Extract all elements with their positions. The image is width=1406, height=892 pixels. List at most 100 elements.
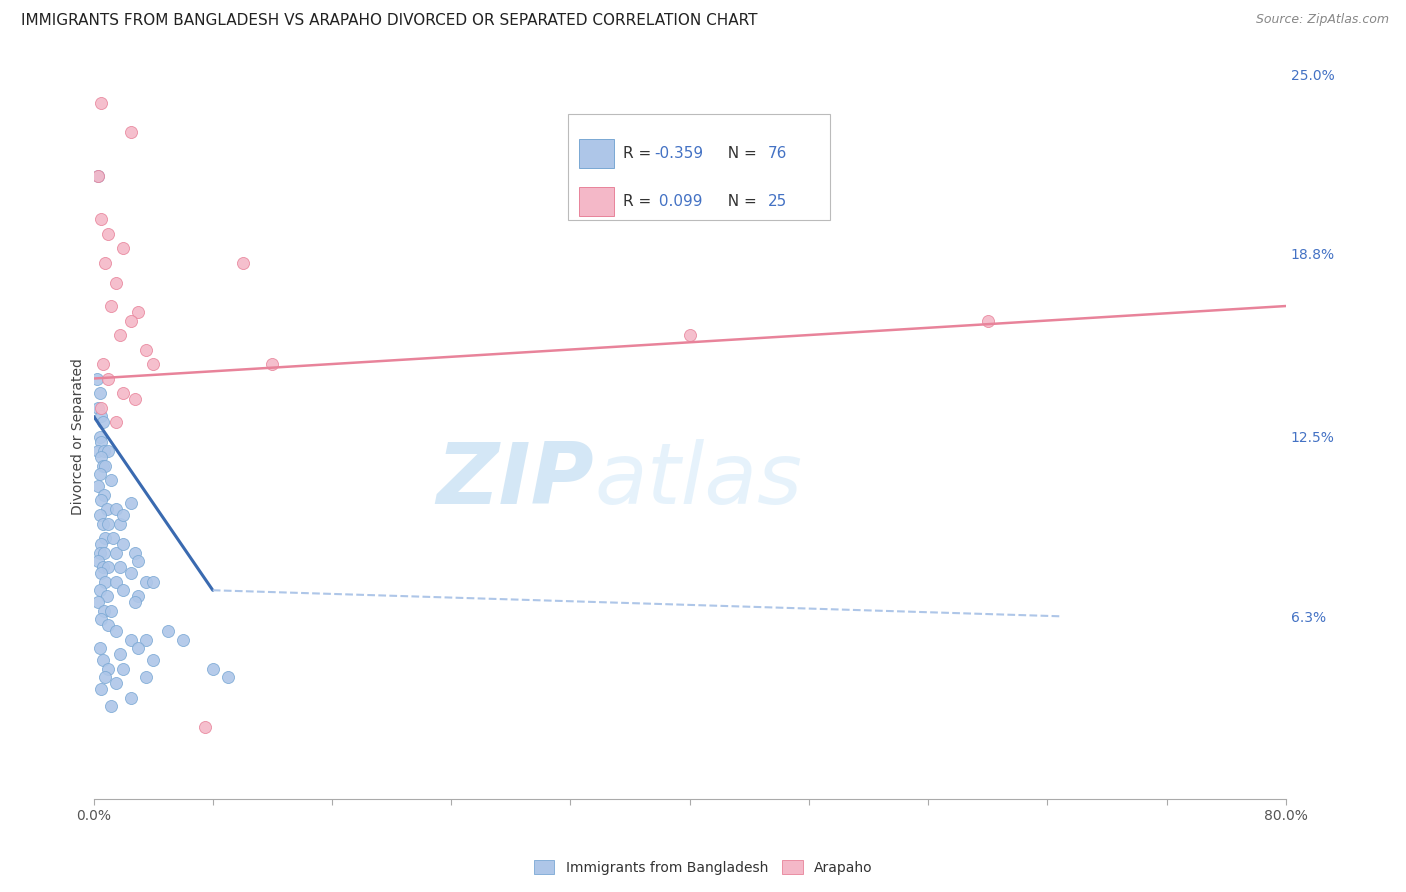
Point — [90, 95, 112, 110]
Point — [127, 554, 149, 568]
Point — [104, 624, 127, 638]
Point — [120, 313, 142, 327]
Point — [90, 409, 112, 424]
Point — [127, 589, 149, 603]
Text: IMMIGRANTS FROM BANGLADESH VS ARAPAHO DIVORCED OR SEPARATED CORRELATION CHART: IMMIGRANTS FROM BANGLADESH VS ARAPAHO DI… — [21, 13, 758, 29]
Point — [112, 537, 135, 551]
Point — [977, 313, 1000, 327]
Point — [124, 392, 146, 406]
Point — [135, 343, 157, 357]
Point — [262, 357, 284, 371]
Point — [127, 641, 149, 656]
Point — [87, 169, 110, 183]
Point — [104, 415, 127, 429]
Point — [104, 545, 127, 559]
Point — [89, 641, 111, 656]
Point — [91, 653, 114, 667]
Text: atlas: atlas — [595, 439, 803, 522]
Text: ZIP: ZIP — [437, 439, 595, 522]
Point — [93, 545, 115, 559]
Point — [100, 699, 122, 714]
Point — [94, 255, 117, 269]
Point — [91, 560, 114, 574]
Point — [104, 574, 127, 589]
Point — [112, 386, 135, 401]
Point — [91, 357, 114, 371]
Point — [127, 305, 149, 319]
Point — [157, 624, 180, 638]
Point — [96, 502, 118, 516]
Text: -0.359: -0.359 — [654, 146, 703, 161]
Point — [135, 574, 157, 589]
Point — [120, 496, 142, 510]
Point — [89, 467, 111, 482]
Point — [104, 276, 127, 290]
Point — [110, 560, 132, 574]
Point — [90, 401, 112, 415]
Point — [97, 618, 120, 632]
Point — [97, 516, 120, 531]
Text: N =: N = — [718, 194, 762, 210]
Point — [94, 458, 117, 473]
Point — [90, 612, 112, 626]
Point — [217, 670, 239, 684]
Point — [135, 632, 157, 647]
Point — [90, 450, 112, 464]
Point — [110, 647, 132, 661]
Point — [93, 603, 115, 617]
Point — [90, 435, 112, 450]
Point — [100, 473, 122, 487]
Point — [90, 681, 112, 696]
Legend: Immigrants from Bangladesh, Arapaho: Immigrants from Bangladesh, Arapaho — [529, 855, 877, 880]
Point — [201, 662, 224, 676]
Point — [120, 125, 142, 139]
Point — [86, 371, 108, 385]
Point — [91, 516, 114, 531]
Point — [87, 444, 110, 458]
Point — [97, 227, 120, 241]
Text: R =: R = — [623, 146, 657, 161]
Point — [100, 299, 122, 313]
Point — [101, 531, 124, 545]
Point — [112, 508, 135, 522]
Text: Source: ZipAtlas.com: Source: ZipAtlas.com — [1256, 13, 1389, 27]
Point — [97, 662, 120, 676]
Point — [110, 328, 132, 343]
Point — [110, 516, 132, 531]
Point — [90, 212, 112, 227]
Text: R =: R = — [623, 194, 657, 210]
Point — [90, 566, 112, 580]
Point — [679, 328, 702, 343]
Point — [124, 595, 146, 609]
Point — [104, 676, 127, 690]
Point — [97, 444, 120, 458]
Point — [120, 690, 142, 705]
Point — [94, 670, 117, 684]
Point — [89, 545, 111, 559]
Point — [142, 653, 165, 667]
Point — [97, 371, 120, 385]
Point — [120, 632, 142, 647]
Point — [120, 566, 142, 580]
Point — [89, 583, 111, 598]
Text: N =: N = — [718, 146, 762, 161]
Y-axis label: Divorced or Separated: Divorced or Separated — [72, 358, 86, 515]
Point — [90, 537, 112, 551]
Point — [112, 241, 135, 255]
Text: 76: 76 — [768, 146, 787, 161]
Point — [87, 479, 110, 493]
Point — [135, 670, 157, 684]
Point — [91, 458, 114, 473]
Point — [93, 444, 115, 458]
Point — [91, 415, 114, 429]
Point — [96, 589, 118, 603]
Point — [89, 508, 111, 522]
Point — [232, 255, 254, 269]
Point — [142, 574, 165, 589]
Point — [142, 357, 165, 371]
Point — [90, 493, 112, 508]
Point — [104, 502, 127, 516]
Text: 25: 25 — [768, 194, 787, 210]
Text: 0.099: 0.099 — [654, 194, 702, 210]
Point — [172, 632, 194, 647]
